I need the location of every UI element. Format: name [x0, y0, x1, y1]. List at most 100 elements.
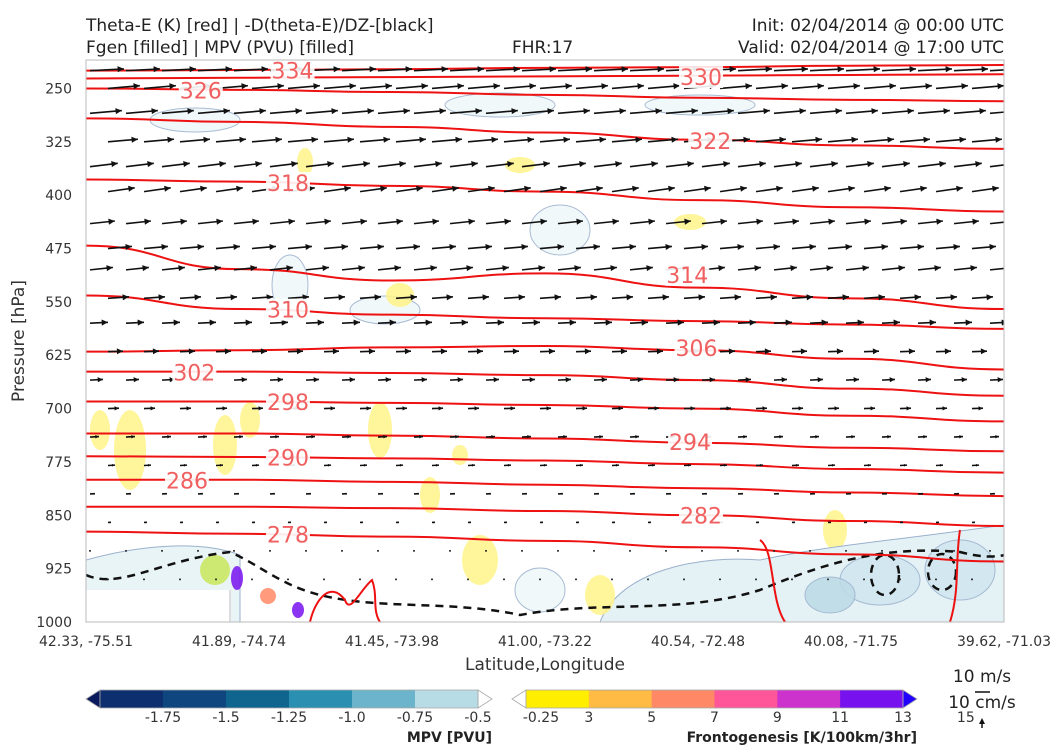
y-tick-label: 1000 — [36, 615, 72, 631]
wind-vector-head — [1006, 265, 1013, 271]
wind-vector — [809, 550, 811, 552]
shaded-region — [462, 535, 498, 585]
wind-vector — [719, 578, 721, 580]
wind-vector-head — [1015, 108, 1022, 114]
y-axis-label: Pressure [hPa] — [9, 280, 29, 402]
wind-vector — [143, 578, 145, 580]
fgen-colorbar-tick-label: 7 — [710, 710, 719, 726]
mpv-colorbar-tick-label: -0.75 — [397, 710, 433, 726]
y-tick-label: 475 — [45, 242, 72, 258]
wind-vector — [863, 578, 865, 580]
contour-label: 302 — [173, 361, 215, 386]
wind-vector-head — [1017, 66, 1023, 72]
fgen-colorbar-segment — [589, 690, 652, 708]
contour-label: 322 — [689, 130, 731, 155]
shaded-region — [368, 402, 392, 458]
mpv-colorbar-tick-label: -0.5 — [464, 710, 491, 726]
x-tick-label: 40.54, -72.48 — [651, 634, 745, 650]
mpv-colorbar-segment — [415, 690, 479, 708]
shaded-region — [445, 93, 555, 117]
y-tick-label: 700 — [45, 402, 72, 418]
mpv-colorbar-tick-label: -1.5 — [212, 710, 239, 726]
wind-vector — [575, 578, 577, 580]
wind-vector — [935, 578, 937, 580]
fgen-colorbar-tick-label: 9 — [773, 710, 782, 726]
mpv-colorbar-segment — [226, 690, 290, 708]
wind-vector — [125, 550, 127, 552]
y-tick-label: 550 — [45, 295, 72, 311]
wind-vector — [89, 550, 91, 552]
fgen-colorbar-tick-label: 5 — [647, 710, 656, 726]
wind-vector — [323, 578, 325, 580]
wind-vector — [485, 550, 487, 552]
wind-vector-head — [1011, 161, 1018, 167]
mpv-colorbar: -1.75-1.5-1.25-1.0-0.75-0.5-0.25 — [86, 690, 559, 726]
y-tick-label: 925 — [45, 562, 72, 578]
fgen-colorbar-segment — [777, 690, 840, 708]
terrain-mask — [86, 590, 231, 622]
y-tick-label: 325 — [45, 135, 72, 151]
shaded-region — [925, 540, 995, 600]
fgen-colorbar-segment — [715, 690, 778, 708]
wind-vector — [773, 550, 775, 552]
wind-vector — [215, 578, 217, 580]
reference-vector-vertical-head — [979, 718, 985, 724]
shaded-region — [452, 445, 468, 465]
wind-vector — [179, 578, 181, 580]
wind-vector — [791, 578, 793, 580]
fgen-colorbar-extend-low — [512, 690, 526, 708]
mpv-colorbar-extend-low — [86, 690, 100, 708]
fgen-colorbar-extend-high — [903, 690, 917, 708]
fgen-colorbar-tick-label: 3 — [584, 710, 593, 726]
mpv-colorbar-extend-high — [478, 690, 492, 708]
wind-vector-head — [1008, 219, 1015, 225]
wind-vector — [647, 578, 649, 580]
wind-vector — [251, 578, 253, 580]
valid-time: Valid: 02/04/2014 @ 17:00 UTC — [738, 38, 1004, 58]
shaded-region — [386, 283, 414, 307]
contour-label: 298 — [267, 391, 309, 416]
mpv-colorbar-tick-label: -1.25 — [271, 710, 307, 726]
wind-vector — [990, 322, 1008, 323]
wind-vector — [827, 578, 829, 580]
shaded-region — [805, 577, 855, 613]
x-tick-label: 39.62, -71.03 — [957, 634, 1050, 650]
wind-vector-head — [1002, 320, 1008, 326]
init-time: Init: 02/04/2014 @ 00:00 UTC — [752, 16, 1004, 36]
wind-vector — [413, 550, 415, 552]
shaded-region — [114, 410, 146, 490]
wind-vector — [107, 578, 109, 580]
mpv-colorbar-tick-label: -0.25 — [523, 710, 559, 726]
title-line-1: Theta-E (K) [red] | -D(theta-E)/DZ-[blac… — [85, 16, 434, 36]
contour-label: 310 — [267, 299, 309, 324]
wind-vector — [737, 550, 739, 552]
fgen-colorbar-segment — [526, 690, 589, 708]
wind-vector — [611, 578, 613, 580]
chart-header: Theta-E (K) [red] | -D(theta-E)/DZ-[blac… — [85, 16, 1004, 58]
x-tick-label: 40.08, -71.75 — [804, 634, 898, 650]
fgen-colorbar-label: Frontogenesis [K/100km/3hr] — [687, 730, 917, 746]
wind-vector — [377, 550, 379, 552]
wind-vector — [683, 578, 685, 580]
wind-vector — [161, 550, 163, 552]
y-tick-label: 775 — [45, 455, 72, 471]
wind-vector — [989, 550, 991, 552]
shaded-region — [823, 510, 847, 550]
fgen-colorbar-tick-label: 11 — [831, 710, 849, 726]
contour-label: 306 — [675, 337, 717, 362]
contour-label: 290 — [267, 447, 309, 472]
shaded-region — [515, 568, 565, 612]
contour-label: 318 — [267, 172, 309, 197]
fgen-colorbar-tick-label: 13 — [894, 710, 912, 726]
x-axis-label: Latitude,Longitude — [465, 655, 625, 675]
mpv-colorbar-segment — [163, 690, 227, 708]
wind-vector — [521, 550, 523, 552]
wind-vector — [539, 578, 541, 580]
shaded-region — [231, 566, 243, 590]
contour-label: 294 — [669, 431, 711, 456]
wind-vector — [449, 550, 451, 552]
x-tick-label: 41.89, -74.74 — [192, 634, 286, 650]
